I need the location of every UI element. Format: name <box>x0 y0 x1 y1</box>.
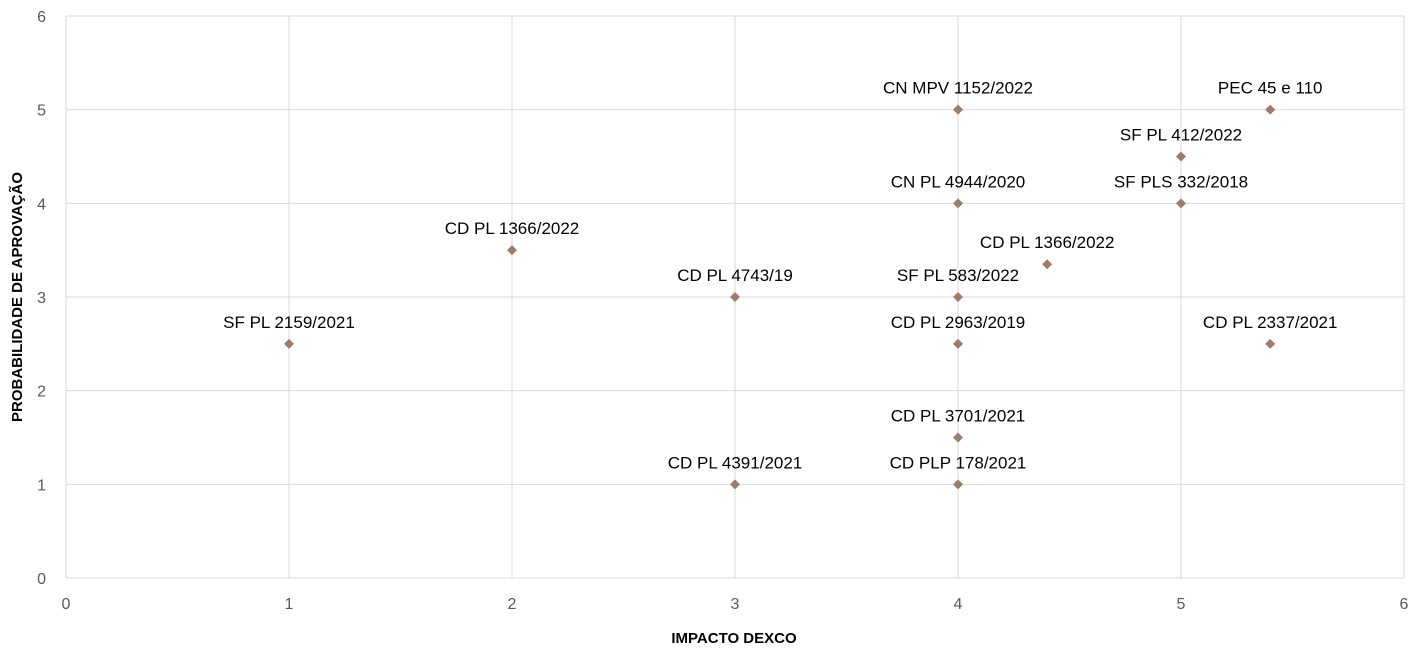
data-label: PEC 45 e 110 <box>1218 79 1323 98</box>
data-point <box>953 104 963 115</box>
x-tick-label: 3 <box>731 596 740 613</box>
data-point <box>1176 198 1186 209</box>
data-label: CD PLP 178/2021 <box>890 453 1027 472</box>
data-label: CD PL 1366/2022 <box>980 233 1115 252</box>
y-tick-label: 1 <box>37 477 46 494</box>
x-tick-label: 0 <box>62 596 71 613</box>
data-label: CD PL 2963/2019 <box>891 313 1026 332</box>
data-point <box>953 432 963 443</box>
y-tick-label: 0 <box>37 571 46 588</box>
data-point <box>1265 338 1276 349</box>
y-tick-label: 3 <box>37 290 46 307</box>
data-label: SF PL 2159/2021 <box>223 313 355 332</box>
x-tick-label: 6 <box>1400 596 1409 613</box>
data-label: SF PL 583/2022 <box>897 266 1019 285</box>
data-point <box>953 198 963 209</box>
y-tick-label: 4 <box>37 196 46 213</box>
x-tick-label: 4 <box>954 596 963 613</box>
data-label: SF PL 412/2022 <box>1120 126 1242 145</box>
y-tick-label: 6 <box>37 9 46 26</box>
data-point <box>284 338 294 349</box>
data-labels: SF PL 2159/2021 CD PL 1366/2022 CD PL 4743… <box>223 79 1337 473</box>
y-axis-title: PROBABILIDADE DE APROVAÇÃO <box>8 172 26 422</box>
y-tick-label: 2 <box>37 384 46 401</box>
data-points <box>284 104 1276 490</box>
x-tick-label: 5 <box>1177 596 1186 613</box>
data-label: SF PLS 332/2018 <box>1114 172 1248 191</box>
data-point <box>953 338 963 349</box>
data-point <box>1176 151 1186 162</box>
data-point <box>730 292 740 302</box>
data-point <box>1042 259 1053 270</box>
data-label: CN MPV 1152/2022 <box>883 79 1033 98</box>
x-axis-title: IMPACTO DEXCO <box>671 630 797 647</box>
x-tick-label: 1 <box>285 596 294 613</box>
data-point <box>1265 104 1276 115</box>
data-label: CD PL 1366/2022 <box>445 219 580 238</box>
data-point <box>730 479 740 490</box>
gridlines <box>65 15 1405 579</box>
data-label: CD PL 4391/2021 <box>668 453 803 472</box>
y-tick-label: 5 <box>37 103 46 120</box>
x-tick-label: 2 <box>508 596 517 613</box>
data-point <box>953 479 963 490</box>
data-label: CD PL 3701/2021 <box>891 407 1026 426</box>
data-label: CD PL 4743/19 <box>677 266 793 285</box>
data-label: CD PL 2337/2021 <box>1203 313 1338 332</box>
data-point <box>953 292 963 302</box>
data-point <box>507 245 517 256</box>
data-label: CN PL 4944/2020 <box>891 172 1026 191</box>
tick-labels: 0 1 2 3 4 5 6 0 1 2 3 4 5 6 <box>37 9 1408 613</box>
